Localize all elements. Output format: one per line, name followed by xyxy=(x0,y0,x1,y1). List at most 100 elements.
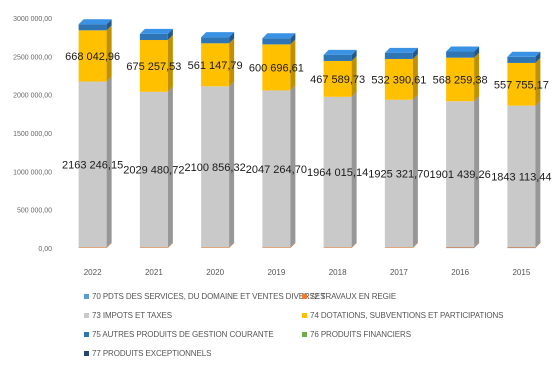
x-tick-label: 2018 xyxy=(329,268,347,277)
x-tick-label: 2016 xyxy=(451,268,469,277)
legend-label-77: 77 PRODUITS EXCEPTIONNELS xyxy=(92,349,212,358)
bar-segment-side xyxy=(474,46,480,58)
legend-label-70: 70 PDTS DES SERVICES, DU DOMAINE ET VENT… xyxy=(92,292,326,301)
bar-segment xyxy=(323,96,352,248)
y-tick-label: 1000 000,00 xyxy=(13,169,52,176)
data-label: 1843 113,44 xyxy=(491,171,551,183)
bar-segment-side xyxy=(106,76,112,248)
bar-top-cap xyxy=(384,47,418,53)
bar-segment-side xyxy=(474,52,480,102)
x-tick-label: 2022 xyxy=(84,268,102,277)
data-label: 1901 439,26 xyxy=(430,169,491,181)
bar-segment-side xyxy=(535,100,541,248)
bar-segment xyxy=(139,40,168,92)
x-tick-label: 2020 xyxy=(206,268,224,277)
bar-top-cap xyxy=(139,28,173,34)
data-label: 2029 480,72 xyxy=(123,165,184,177)
legend-label-74: 74 DOTATIONS, SUBVENTIONS ET PARTICIPATI… xyxy=(310,311,504,320)
bar-top-cap xyxy=(78,19,112,25)
data-label: 557 755,17 xyxy=(494,79,549,91)
bar-segment-side xyxy=(167,242,173,248)
bar-segment-side xyxy=(535,51,541,63)
bar-segment xyxy=(446,247,475,248)
bar-top-cap xyxy=(507,51,541,57)
bar-segment-side xyxy=(351,55,357,97)
bar-segment xyxy=(262,38,291,45)
data-label: 561 147,79 xyxy=(188,60,243,72)
bar-segment xyxy=(446,247,475,249)
data-label: 600 696,61 xyxy=(249,62,304,74)
bar-segment xyxy=(446,51,475,58)
bar-segment-side xyxy=(351,242,357,248)
bar-segment-side xyxy=(106,242,112,248)
bar-segment xyxy=(507,105,536,248)
bar-segment xyxy=(262,44,291,91)
bar-segment-side xyxy=(535,242,541,248)
bar-segment xyxy=(384,99,413,248)
bar-segment xyxy=(323,247,352,248)
y-tick-label: 0,00 xyxy=(38,246,52,253)
y-tick-label: 3000 000,00 xyxy=(13,16,52,23)
bar-segment-side xyxy=(351,49,357,61)
bar-top-cap xyxy=(262,33,296,39)
y-tick-label: 500 000,00 xyxy=(17,208,52,215)
bar-segment-side xyxy=(290,39,296,91)
bar-segment xyxy=(323,60,352,97)
bar-segment-side xyxy=(412,242,418,248)
bar-segment xyxy=(384,58,413,100)
bar-segment-side xyxy=(229,32,235,44)
data-label: 675 257,53 xyxy=(126,61,181,73)
legend-swatch-75 xyxy=(84,332,89,337)
bar-top-cap xyxy=(446,46,480,52)
bar-segment xyxy=(201,86,230,248)
bar-segment xyxy=(201,37,230,44)
bar-segment-side xyxy=(229,38,235,87)
bar-segment xyxy=(139,247,168,248)
legend-swatch-77 xyxy=(84,351,89,356)
bar-segment-side xyxy=(106,25,112,82)
y-tick-label: 1500 000,00 xyxy=(13,131,52,138)
y-tick-label: 2500 000,00 xyxy=(13,54,52,61)
legend-label-73: 73 IMPOTS ET TAXES xyxy=(92,311,173,320)
bar-segment xyxy=(446,101,475,248)
bar-segment-side xyxy=(474,96,480,248)
data-label: 2163 246,15 xyxy=(62,159,123,171)
bar-segment-side xyxy=(167,28,173,41)
bar-segment xyxy=(78,30,107,82)
chart-legend: 70 PDTS DES SERVICES, DU DOMAINE ET VENT… xyxy=(84,292,544,358)
bar-segment-side xyxy=(474,242,480,248)
bar-segment xyxy=(78,81,107,248)
data-label: 568 259,38 xyxy=(433,74,488,86)
bar-segment xyxy=(446,57,475,102)
bar-segment-side xyxy=(474,242,480,248)
bar-segment xyxy=(201,43,230,87)
legend-swatch-74 xyxy=(302,313,307,318)
data-label: 467 589,73 xyxy=(310,74,365,86)
bar-segment-side xyxy=(167,35,173,92)
bar-segment xyxy=(262,247,291,248)
bar-segment xyxy=(323,54,352,61)
data-label: 1925 321,70 xyxy=(368,169,429,181)
x-tick-label: 2017 xyxy=(390,268,408,277)
bar-segment-side xyxy=(106,19,112,31)
x-tick-label: 2021 xyxy=(145,268,163,277)
legend-item-70: 70 PDTS DES SERVICES, DU DOMAINE ET VENT… xyxy=(84,292,325,301)
bar-segment-side xyxy=(290,85,296,248)
bar-segment-side xyxy=(229,81,235,248)
bar-segment xyxy=(384,52,413,59)
x-tick-label: 2015 xyxy=(512,268,530,277)
bar-top-cap xyxy=(323,49,357,55)
x-tick-label: 2019 xyxy=(267,268,285,277)
bar-segment-side xyxy=(290,242,296,248)
data-label: 2100 856,32 xyxy=(185,162,246,174)
bar-segment-side xyxy=(167,86,173,248)
legend-item-77: 77 PRODUITS EXCEPTIONNELS xyxy=(84,349,302,358)
data-label: 532 390,61 xyxy=(371,74,426,86)
legend-swatch-70 xyxy=(84,294,89,299)
bar-segment xyxy=(139,33,168,41)
bar-segment xyxy=(507,62,536,106)
bar-segment xyxy=(507,56,536,63)
legend-item-73: 73 IMPOTS ET TAXES xyxy=(84,311,302,320)
